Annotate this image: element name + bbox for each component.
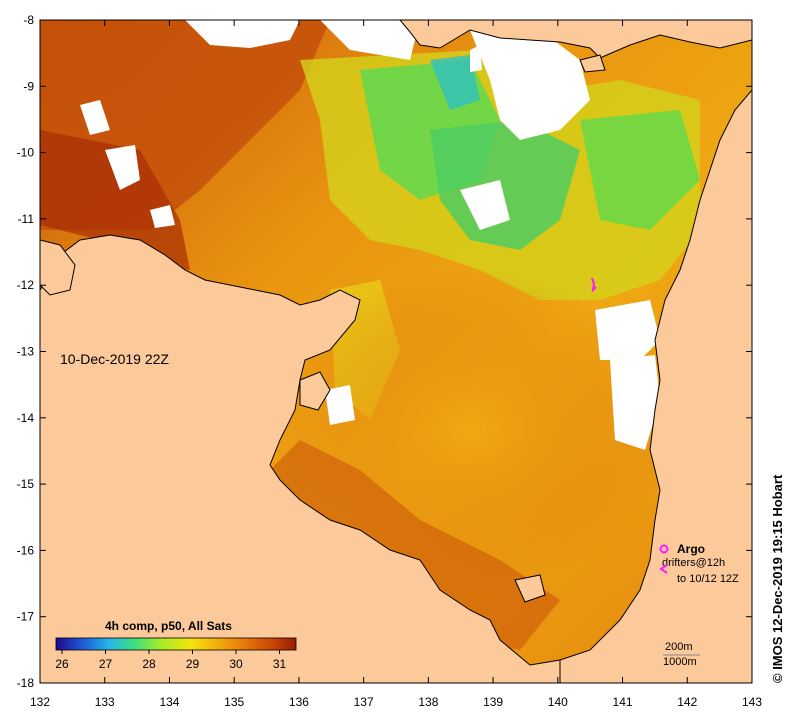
legend: Argo drifters@12h to 10/12 12Z 200m 1000… [659,542,739,668]
legend-argo: Argo [677,542,705,556]
colorbar-labels: 26 27 28 29 30 31 [55,650,286,671]
colorbar-label: 31 [273,657,287,671]
colorbar-label: 29 [186,657,200,671]
legend-contour-1000: 1000m [663,656,697,668]
colorbar: 4h comp, p50, All Sats 26 27 28 29 30 31 [55,619,297,671]
longitude-axis: 132 133 134 135 136 137 138 139 140 141 142 143 [30,20,762,709]
longitude-tick-label: 136 [289,695,309,709]
colorbar-label: 28 [142,657,156,671]
date-label: 10-Dec-2019 22Z [60,351,169,367]
land-arnhem [40,234,561,683]
longitude-tick-label: 139 [483,695,503,709]
longitude-tick-label: 142 [677,695,697,709]
colorbar-gradient [55,637,297,651]
green-sst-patch-2 [430,120,580,250]
longitude-tick-label: 141 [613,695,633,709]
drifter-track [591,277,597,293]
colorbar-title: 4h comp, p50, All Sats [105,619,232,633]
legend-drifters-range: to 10/12 12Z [677,573,739,585]
legend-contour-200: 200m [665,641,693,653]
green-sst-patch-3 [580,110,700,230]
land-new-guinea [399,20,752,59]
latitude-tick-label: -12 [17,278,35,292]
longitude-tick-label: 137 [354,695,374,709]
land-island-torres [579,54,606,73]
colorbar-label: 26 [55,657,69,671]
latitude-tick-label: -11 [18,212,35,226]
cyan-sst-patch [430,55,480,110]
land-island-gulf [299,371,331,411]
colorbar-label: 27 [99,657,113,671]
latitude-tick-label: -13 [17,345,35,359]
map-plot-area [40,20,752,683]
longitude-tick-label: 132 [30,695,50,709]
argo-marker-icon [659,544,669,554]
longitude-tick-label: 143 [742,695,762,709]
longitude-tick-label: 134 [159,695,179,709]
longitude-tick-label: 138 [418,695,438,709]
drifter-marker-icon [659,564,668,574]
land-island-south [514,574,546,603]
longitude-tick-label: 140 [548,695,568,709]
latitude-tick-label: -14 [17,411,35,425]
land [40,20,752,683]
land-cape-york [559,89,752,683]
latitude-tick-label: -17 [17,610,35,624]
longitude-tick-label: 133 [95,695,115,709]
latitude-tick-label: -15 [17,477,35,491]
hot-sst-west [40,130,190,270]
latitude-tick-label: -16 [17,543,35,557]
credit-text: © IMOS 12-Dec-2019 19:15 Hobart [770,474,785,683]
latitude-tick-label: -10 [17,146,35,160]
cloud-mask [80,20,660,450]
land-west-island [40,239,76,296]
legend-drifters: drifters@12h [662,557,725,569]
latitude-tick-label: -18 [17,676,35,690]
latitude-axis: -8 -9 -10 -11 -12 -13 -14 -15 -16 -17 -18 [17,13,752,690]
latitude-tick-label: -8 [23,13,34,27]
longitude-tick-label: 135 [224,695,244,709]
latitude-tick-label: -9 [23,79,34,93]
colorbar-label: 30 [229,657,243,671]
warm-sst-south [270,440,560,650]
